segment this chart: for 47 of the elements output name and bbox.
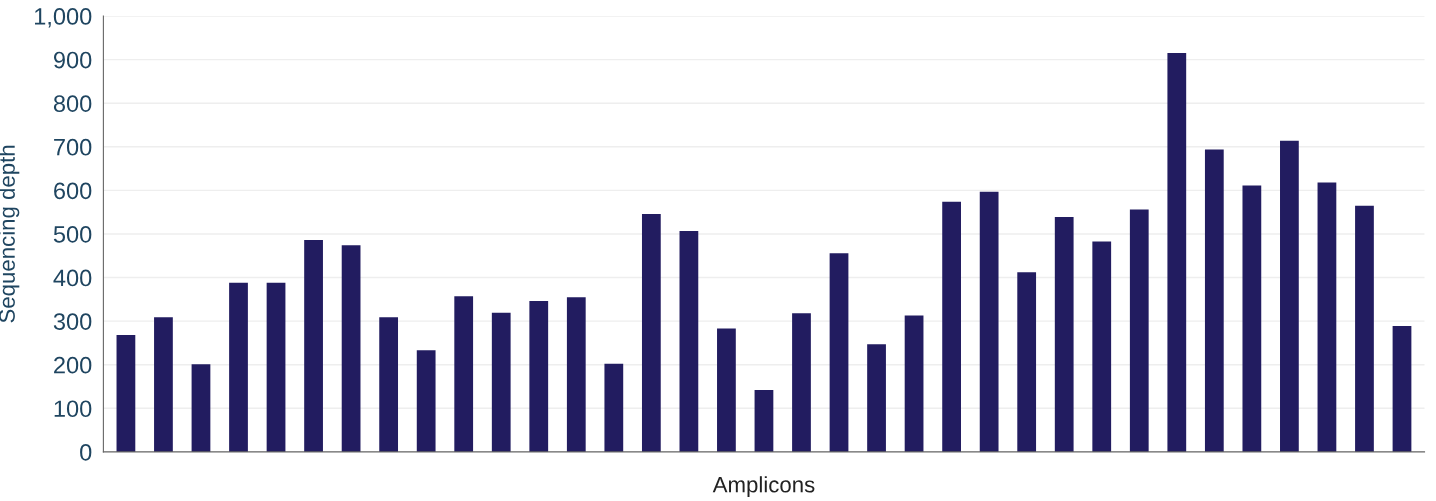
bar: [1054, 216, 1074, 452]
bar: [604, 363, 624, 452]
bar: [1129, 209, 1149, 452]
bar: [641, 213, 661, 452]
bar: [454, 296, 474, 452]
bar: [266, 282, 286, 452]
bar: [229, 282, 248, 452]
bar: [341, 245, 361, 452]
bar: [679, 230, 699, 452]
y-tick-label: 900: [54, 51, 92, 69]
bar: [942, 201, 961, 452]
bar: [1092, 241, 1112, 452]
bar: [304, 240, 323, 452]
bar: [116, 335, 136, 452]
bar: [1204, 149, 1224, 452]
bar: [979, 191, 999, 452]
y-tick-label: 500: [53, 226, 92, 243]
bar: [1392, 325, 1412, 452]
y-tick-label: 300: [53, 313, 92, 330]
bar: [717, 328, 736, 452]
y-tick-label: 800: [53, 95, 92, 112]
bar: [416, 350, 436, 452]
bar: [191, 364, 211, 452]
y-tick-label: 0: [80, 443, 92, 461]
y-tick-label: 400: [53, 269, 92, 287]
x-axis-title: Amplicons: [712, 476, 815, 497]
y-tick-label: 100: [54, 400, 92, 418]
bar: [154, 317, 173, 452]
y-tick-label: 600: [54, 182, 92, 200]
bar: [1280, 140, 1299, 452]
bar: [792, 313, 811, 452]
bar: [1167, 53, 1187, 452]
y-tick-label: 200: [54, 356, 92, 374]
bar: [1242, 185, 1262, 452]
bar: [904, 315, 924, 452]
bar: [867, 344, 886, 452]
bar: [529, 301, 549, 452]
bar: [754, 390, 774, 452]
y-tick-label: 1,000: [35, 8, 92, 28]
bar: [829, 253, 849, 452]
bar: [491, 312, 511, 452]
y-tick-label: 700: [54, 138, 92, 156]
bar: [1317, 182, 1337, 452]
bar: [1355, 205, 1374, 452]
bar: [1017, 272, 1037, 452]
bar: [566, 297, 586, 452]
bar: [379, 317, 399, 452]
